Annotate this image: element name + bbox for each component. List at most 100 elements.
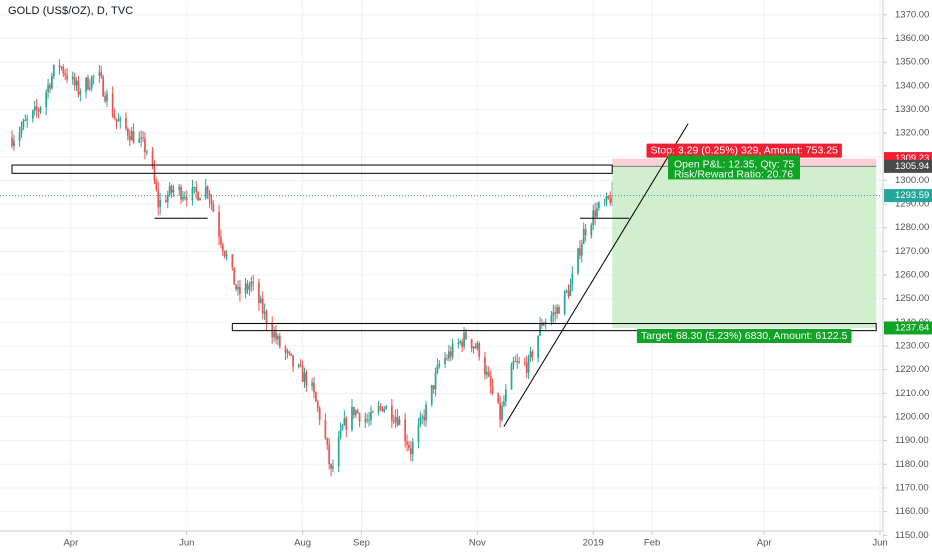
candle-body bbox=[125, 117, 127, 129]
candle-body bbox=[32, 110, 34, 119]
candle-body bbox=[33, 106, 36, 111]
candle-body bbox=[92, 75, 95, 77]
candle-body bbox=[191, 187, 194, 200]
candle-body bbox=[151, 151, 154, 167]
candle-body bbox=[246, 283, 249, 290]
candle-body bbox=[438, 363, 441, 366]
candle-body bbox=[26, 118, 29, 121]
price-badge-label: 1309.23 bbox=[895, 153, 929, 164]
candle-body bbox=[144, 138, 146, 153]
price-tick-label: 1180.00 bbox=[895, 459, 929, 470]
candle-body bbox=[79, 91, 82, 95]
price-badge-label: 1237.64 bbox=[895, 322, 929, 333]
candle-body bbox=[130, 130, 133, 141]
candle-body bbox=[286, 351, 289, 353]
candle-body bbox=[155, 181, 158, 190]
candle-body bbox=[330, 464, 332, 469]
candle-body bbox=[449, 351, 452, 357]
price-tick-label: 1370.00 bbox=[895, 9, 929, 20]
candle-body bbox=[197, 191, 199, 201]
candle-body bbox=[157, 189, 160, 208]
candle-body bbox=[421, 416, 424, 418]
time-tick-label: Nov bbox=[469, 538, 486, 549]
time-tick-label: Jun bbox=[179, 538, 194, 549]
candle-body bbox=[463, 332, 465, 347]
price-tick-label: 1250.00 bbox=[895, 293, 929, 304]
price-tick-label: 1350.00 bbox=[895, 57, 929, 68]
candle-body bbox=[52, 64, 55, 77]
candle-body bbox=[128, 135, 131, 141]
candle-body bbox=[489, 376, 492, 387]
candle-body bbox=[446, 358, 448, 360]
candle-body bbox=[332, 466, 334, 469]
candle-body bbox=[461, 341, 464, 347]
price-tick-label: 1200.00 bbox=[895, 411, 929, 422]
candle-body bbox=[60, 67, 63, 69]
candle-body bbox=[408, 444, 410, 449]
candle-body bbox=[263, 311, 266, 314]
candle-body bbox=[504, 389, 507, 402]
candle-body bbox=[491, 386, 494, 393]
candle-body bbox=[22, 120, 25, 127]
candle-body bbox=[138, 138, 141, 143]
candle-body bbox=[459, 341, 462, 344]
candle-body bbox=[409, 448, 412, 455]
time-tick-label: 2019 bbox=[583, 538, 604, 549]
price-tick-label: 1150.00 bbox=[895, 530, 929, 541]
candle-body bbox=[132, 130, 135, 143]
candle-body bbox=[231, 254, 234, 268]
candle-body bbox=[465, 332, 467, 340]
candle-body bbox=[235, 284, 237, 290]
candle-body bbox=[89, 87, 91, 90]
candle-body bbox=[432, 385, 435, 390]
price-tick-label: 1190.00 bbox=[895, 435, 929, 446]
candle-body bbox=[358, 413, 361, 422]
candle-body bbox=[556, 307, 558, 314]
candle-body bbox=[172, 189, 175, 193]
candle-body bbox=[404, 419, 407, 442]
candle-body bbox=[487, 371, 490, 377]
trend-line bbox=[503, 123, 689, 427]
candle-body bbox=[47, 84, 49, 92]
candle-body bbox=[313, 382, 315, 393]
candle-body bbox=[117, 120, 120, 122]
candle-body bbox=[77, 80, 80, 95]
candle-body bbox=[474, 346, 477, 349]
candle-body bbox=[159, 200, 162, 208]
price-tick-label: 1320.00 bbox=[895, 128, 929, 139]
candle-body bbox=[565, 290, 568, 292]
candle-body bbox=[417, 424, 420, 443]
candle-body bbox=[341, 425, 344, 430]
candle-body bbox=[392, 420, 395, 422]
candle-body bbox=[275, 332, 277, 340]
candle-body bbox=[102, 76, 105, 97]
candle-body bbox=[531, 351, 534, 358]
time-axis[interactable]: Apr Jun Aug Sep Nov 2019 Feb Apr Jun bbox=[0, 530, 888, 550]
candle-body bbox=[104, 96, 106, 102]
candle-body bbox=[20, 126, 23, 133]
candle-body bbox=[142, 137, 144, 139]
candle-body bbox=[239, 286, 241, 294]
time-axis-bg bbox=[0, 531, 883, 550]
candle-body bbox=[558, 307, 560, 314]
candle-body bbox=[447, 351, 450, 359]
candle-body bbox=[248, 285, 251, 290]
candle-body bbox=[225, 254, 228, 257]
candle-body bbox=[24, 120, 27, 122]
time-tick-label: Jun bbox=[872, 538, 887, 549]
candle-body bbox=[208, 193, 211, 200]
price-axis[interactable]: 1150.00 1160.00 1170.00 1180.00 1190.00 1200.… bbox=[882, 0, 932, 550]
candle-body bbox=[193, 187, 196, 189]
candle-body bbox=[451, 343, 454, 357]
symbol-title: GOLD (US$/OZ), D, TVC bbox=[8, 5, 134, 17]
candle-body bbox=[497, 392, 500, 404]
candle-body bbox=[100, 72, 103, 77]
candle-body bbox=[178, 186, 181, 190]
candle-body bbox=[563, 290, 566, 314]
candle-body bbox=[75, 80, 78, 86]
time-tick-label: Aug bbox=[294, 538, 311, 549]
target-label: Target: 68.30 (5.23%) 6830, Amount: 6122… bbox=[636, 328, 852, 343]
candle-body bbox=[592, 210, 595, 226]
